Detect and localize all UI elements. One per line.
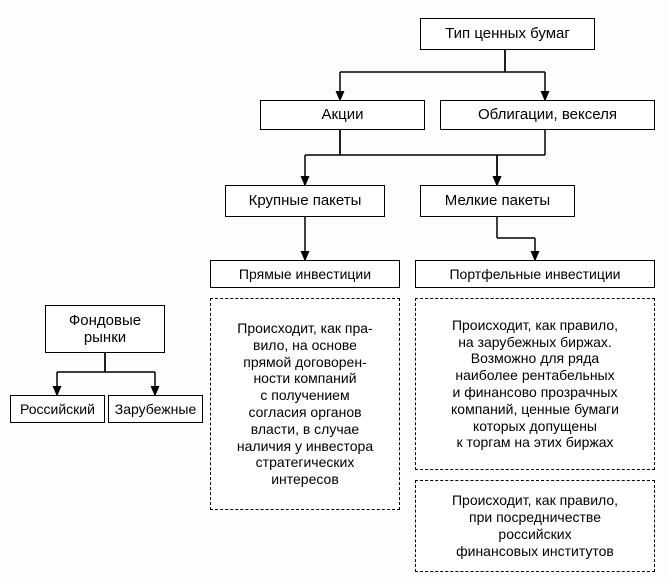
node-portfolio: Портфельные инвестиции <box>415 260 655 288</box>
node-root: Тип ценных бумаг <box>420 18 595 50</box>
node-shares: Акции <box>260 100 425 130</box>
node-foreign: Зарубежные <box>108 395 203 423</box>
node-bonds: Облигации, векселя <box>440 100 655 130</box>
node-ru: Российский <box>10 395 105 423</box>
node-direct: Прямые инвестиции <box>210 260 400 288</box>
node-small: Мелкие пакеты <box>420 185 575 217</box>
node-markets: Фондовые рынки <box>45 305 165 353</box>
desc-direct: Происходит, как пра- вило, на основе пря… <box>210 298 400 510</box>
node-large: Крупные пакеты <box>225 185 385 217</box>
desc-portfolio-ru: Происходит, как правило, при посредничес… <box>415 480 655 572</box>
desc-portfolio-foreign: Происходит, как правило, на зарубежных б… <box>415 298 655 470</box>
